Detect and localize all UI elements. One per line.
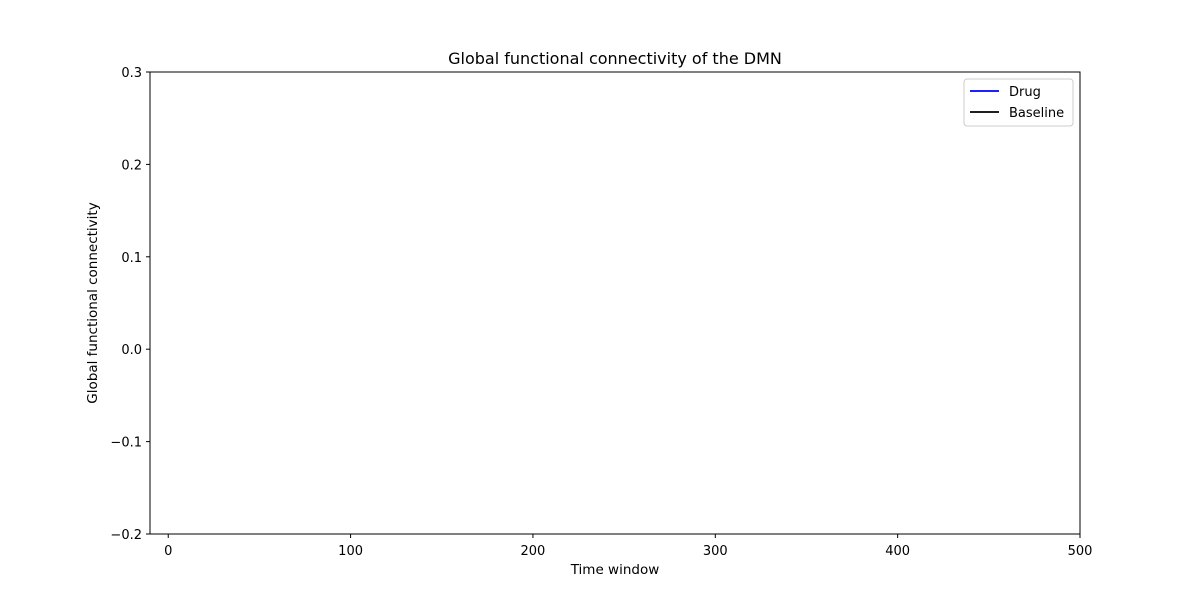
x-tick-label: 100: [338, 544, 363, 559]
legend: Drug Baseline: [963, 78, 1074, 127]
y-tick-label: 0.3: [121, 66, 142, 81]
x-tick-label: 500: [1068, 544, 1093, 559]
y-tick-label: −0.1: [110, 436, 142, 451]
legend-label-drug: Drug: [1009, 85, 1041, 100]
x-axis-ticks: 0 100 200 300 400 500: [164, 534, 1092, 559]
x-axis-label: Time window: [570, 562, 660, 578]
y-axis-label: Global functional connectivity: [85, 202, 101, 403]
x-tick-label: 0: [164, 544, 172, 559]
legend-label-baseline: Baseline: [1009, 106, 1064, 121]
axes-frame: [149, 71, 1081, 535]
y-axis-ticks: −0.2 −0.1 0.0 0.1 0.2 0.3: [110, 66, 150, 543]
y-tick-label: 0.2: [121, 158, 142, 173]
y-tick-label: −0.2: [110, 528, 142, 543]
chart-title: Global functional connectivity of the DM…: [448, 49, 782, 68]
y-tick-label: 0.0: [121, 343, 142, 358]
x-tick-label: 300: [703, 544, 728, 559]
y-tick-label: 0.1: [121, 251, 142, 266]
x-tick-label: 400: [885, 544, 910, 559]
x-tick-label: 200: [521, 544, 546, 559]
